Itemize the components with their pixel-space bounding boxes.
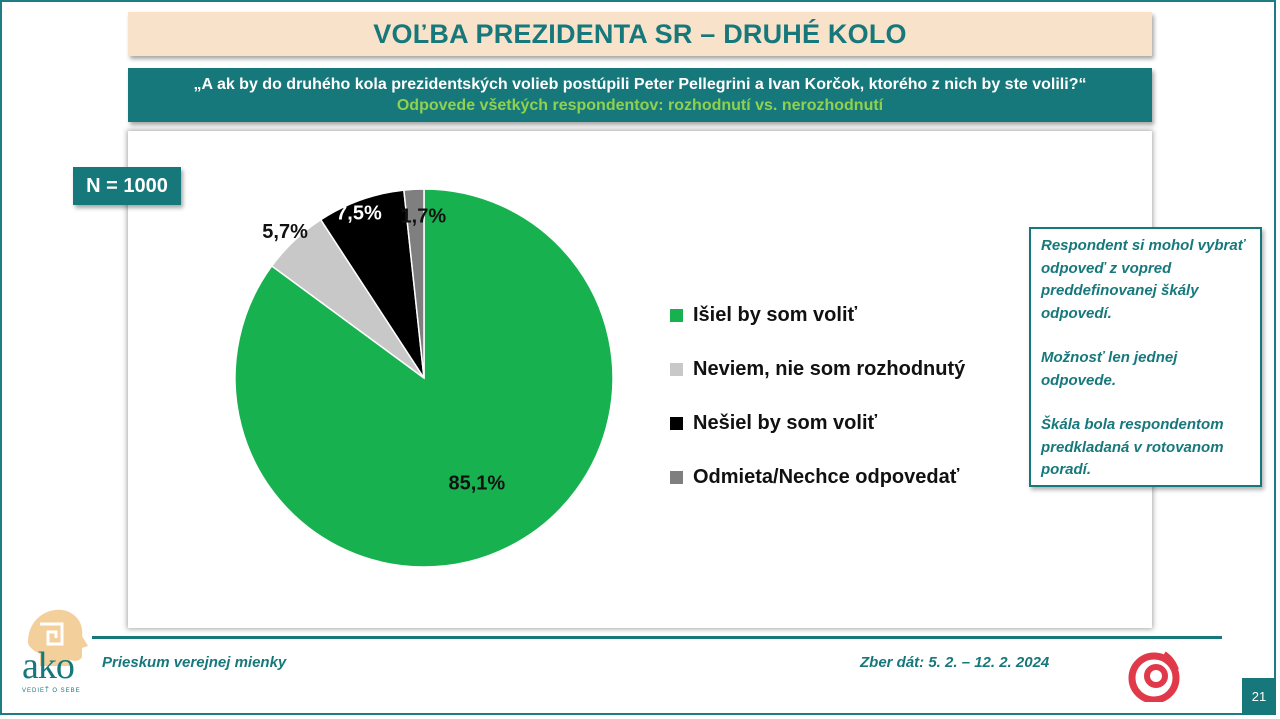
slide-title: VOĽBA PREZIDENTA SR – DRUHÉ KOLO [128,12,1152,56]
ako-logo-tagline: VEDIEŤ O SEBE [22,688,81,694]
pie-label-3: 1,7% [401,206,447,228]
legend-item-0: Išiel by som voliť [670,288,965,342]
chart-legend: Išiel by som voliť Neviem, nie som rozhod… [670,288,965,504]
footer-date-range: Zber dát: 5. 2. – 12. 2. 2024 [860,654,1050,671]
legend-swatch-3 [670,470,683,484]
note-2: Možnosť len jednej odpovede. [1041,349,1178,389]
note-3: Škála bola respondentom predkladaná v ro… [1041,416,1224,478]
legend-swatch-0 [670,308,683,322]
legend-label-3: Odmieta/Nechce odpovedať [693,465,960,488]
subtitle-text: Odpovede všetkých respondentov: rozhodnu… [396,97,884,114]
pie-slice-3 [403,188,425,379]
page-number: 21 [1242,678,1276,715]
note-1: Respondent si mohol vybrať odpoveď z vop… [1041,237,1245,322]
pie-label-0: 85,1% [449,473,506,495]
ako-logo-wordmark: ako [22,645,75,687]
footer-divider [92,636,1222,639]
pie-label-2: 7,5% [336,202,382,224]
legend-item-2: Nešiel by som voliť [670,396,965,450]
swirl-logo-icon [1128,651,1180,702]
legend-item-3: Odmieta/Nechce odpovedať [670,450,965,504]
question-text: „A ak by do druhého kola prezidentských … [193,76,1087,93]
ako-head-logo-icon [28,609,88,666]
legend-label-0: Išiel by som voliť [693,303,858,326]
pie-label-1: 5,7% [262,221,308,243]
methodology-note: Respondent si mohol vybrať odpoveď z vop… [1029,227,1262,487]
sample-size-badge: N = 1000 [73,167,181,205]
legend-swatch-1 [670,362,683,376]
legend-label-2: Nešiel by som voliť [693,411,878,434]
footer-survey-label: Prieskum verejnej mienky [102,654,287,671]
question-banner: „A ak by do druhého kola prezidentských … [128,68,1152,122]
legend-item-1: Neviem, nie som rozhodnutý [670,342,965,396]
legend-label-1: Neviem, nie som rozhodnutý [693,357,966,380]
legend-swatch-2 [670,416,683,430]
